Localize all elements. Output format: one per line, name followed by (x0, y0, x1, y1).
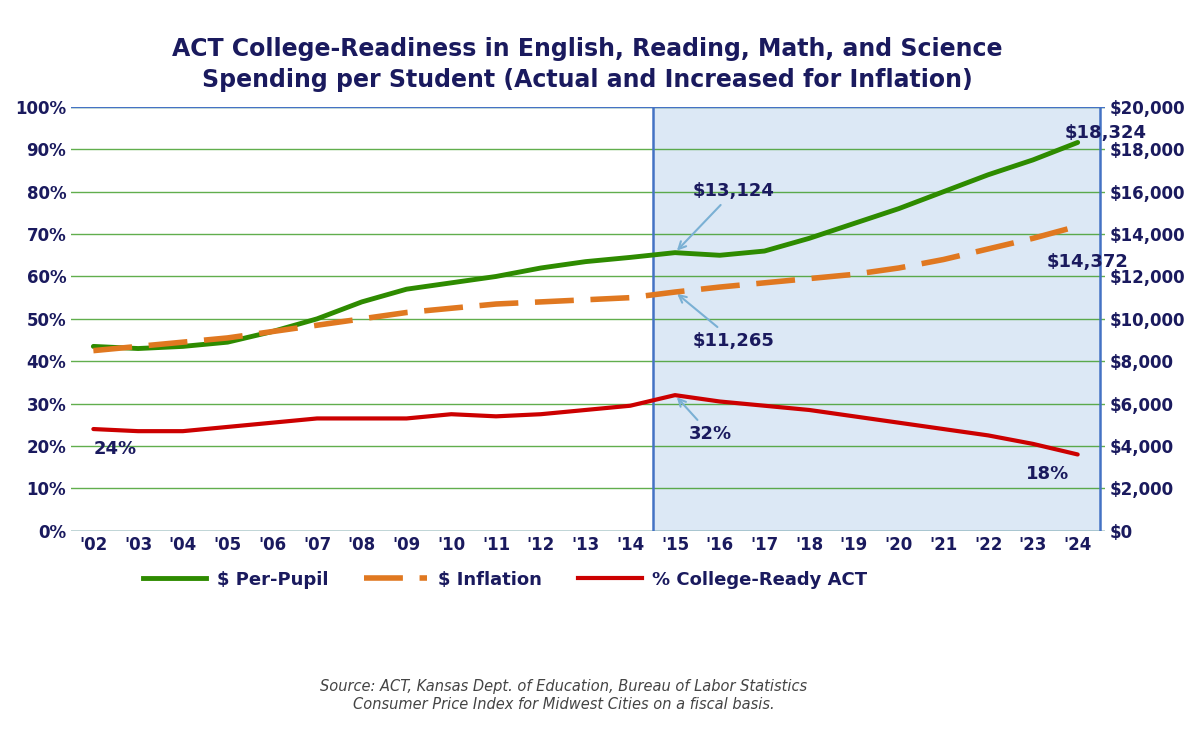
Text: $13,124: $13,124 (678, 182, 775, 249)
Text: $11,265: $11,265 (679, 296, 775, 350)
Text: 18%: 18% (1026, 465, 1069, 483)
Title: ACT College-Readiness in English, Reading, Math, and Science
Spending per Studen: ACT College-Readiness in English, Readin… (173, 37, 1003, 93)
Text: $14,372: $14,372 (1046, 253, 1128, 271)
Legend: $ Per-Pupil, $ Inflation, % College-Ready ACT: $ Per-Pupil, $ Inflation, % College-Read… (136, 564, 875, 596)
Text: 24%: 24% (94, 439, 137, 458)
Text: Source: ACT, Kansas Dept. of Education, Bureau of Labor Statistics
Consumer Pric: Source: ACT, Kansas Dept. of Education, … (320, 680, 808, 712)
Bar (653, 107, 1100, 531)
Text: 32%: 32% (678, 399, 732, 443)
Text: $18,324: $18,324 (1064, 124, 1146, 142)
